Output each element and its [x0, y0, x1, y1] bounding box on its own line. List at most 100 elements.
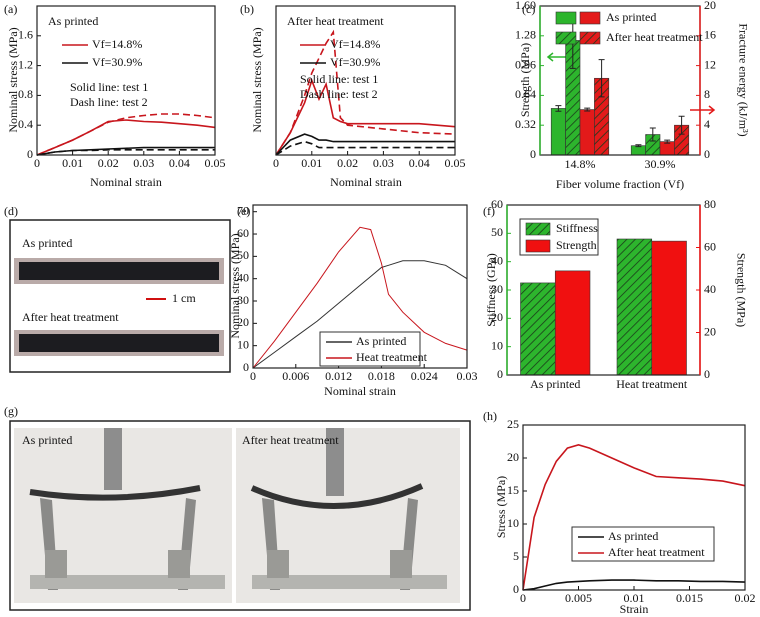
- y2-axis-label: Strength (MPa): [734, 253, 748, 327]
- photo-text: As printed: [22, 236, 72, 250]
- legend-swatch: [525, 222, 551, 236]
- y-tick-label: 0: [243, 360, 249, 374]
- y2-tick-label: 8: [704, 87, 710, 101]
- y-tick-label: 0.32: [515, 117, 536, 131]
- specimen: [19, 262, 219, 280]
- y-tick-label: 25: [507, 417, 519, 431]
- x-tick-label: 0.05: [205, 156, 226, 170]
- y-tick-label: 60: [237, 226, 249, 240]
- panel-label: (c): [522, 2, 535, 16]
- y-tick-label: 5: [513, 549, 519, 563]
- legend-label: As printed: [608, 529, 658, 543]
- y-tick-label: 70: [237, 203, 249, 217]
- photo-text: 1 cm: [172, 291, 196, 305]
- y-axis-label: Stiffness (GPa): [484, 253, 498, 326]
- legend-label: As printed: [356, 334, 406, 348]
- x-axis-label: Nominal strain: [90, 175, 162, 189]
- y2-tick-label: 80: [704, 197, 716, 211]
- legend-label: Vf=30.9%: [92, 55, 142, 69]
- y-tick-label: 0: [27, 147, 33, 161]
- x-tick-label: 0.01: [301, 156, 322, 170]
- plot-frame: [252, 204, 468, 369]
- annotation: Solid line: test 1: [70, 80, 148, 94]
- legend-label: Strength: [556, 238, 597, 252]
- legend-label: Stiffness: [556, 221, 598, 235]
- legend-label: Vf=30.9%: [330, 55, 380, 69]
- y-tick-label: 0.4: [18, 117, 33, 131]
- x-tick-label: 0.04: [169, 156, 190, 170]
- bar: [579, 109, 595, 156]
- x-tick-label: 0.018: [368, 369, 395, 383]
- legend-label: As printed: [606, 10, 656, 24]
- panel-label: (b): [240, 2, 254, 16]
- y-tick-label: 0.96: [515, 57, 536, 71]
- y-tick-label: 60: [491, 197, 503, 211]
- error-bar: [678, 115, 685, 135]
- panel-label: (d): [4, 204, 18, 218]
- bar: [520, 282, 556, 376]
- y2-tick-label: 4: [704, 117, 710, 131]
- panel-label: (a): [4, 2, 17, 16]
- y-tick-label: 1.28: [515, 28, 536, 42]
- y-axis-label: Nominal stress (MPa): [228, 233, 242, 338]
- y2-tick-label: 12: [704, 57, 716, 71]
- y-tick-label: 0: [530, 147, 536, 161]
- panel-title: After heat treatment: [287, 14, 384, 28]
- y2-tick-label: 20: [704, 324, 716, 338]
- series-line: [252, 226, 468, 369]
- panel-label: (h): [483, 409, 497, 423]
- series-line: [36, 146, 215, 156]
- x-tick-label: 0.03: [133, 156, 154, 170]
- y-axis-label: Nominal stress (MPa): [6, 27, 20, 132]
- y-tick-label: 20: [491, 310, 503, 324]
- x-axis-label: Nominal strain: [330, 175, 402, 189]
- y-axis-label: Nominal stress (MPa): [250, 27, 264, 132]
- bar: [659, 141, 675, 156]
- series-dash-line: [36, 149, 215, 156]
- y-tick-label: 20: [507, 450, 519, 464]
- y2-tick-label: 20: [704, 0, 716, 12]
- bar: [554, 270, 591, 376]
- x-tick-label: 0.006: [282, 369, 309, 383]
- plot-frame: [36, 5, 216, 156]
- y-tick-label: 50: [237, 248, 249, 262]
- y-tick-label: 40: [237, 270, 249, 284]
- x-tick-label: 0: [250, 369, 256, 383]
- bar: [550, 108, 566, 156]
- series-line: [522, 443, 746, 591]
- x-tick-label: 0.02: [735, 591, 756, 605]
- legend-label: After heat treatment: [606, 30, 703, 44]
- panel-label: (g): [4, 404, 18, 418]
- panel-g: (g) As printed After heat treatment: [4, 404, 471, 611]
- x-tick-label: 0.03: [373, 156, 394, 170]
- error-bar: [555, 105, 562, 112]
- x-tick-label: 0.015: [676, 591, 703, 605]
- x-tick-label: 0.04: [409, 156, 430, 170]
- series-dash-line: [275, 29, 456, 156]
- y-tick-label: 0: [497, 367, 503, 381]
- y-tick-label: 20: [237, 315, 249, 329]
- x-tick-label: 0.01: [62, 156, 83, 170]
- annotation: Dash line: test 2: [70, 95, 148, 109]
- legend-label: After heat treatment: [608, 545, 705, 559]
- y-tick-label: 10: [237, 337, 249, 351]
- panel-title: As printed: [48, 14, 98, 28]
- photo-text: After heat treatment: [242, 433, 339, 447]
- x-tick-label: 0.024: [411, 369, 438, 383]
- photo-text: As printed: [22, 433, 72, 447]
- x-tick-label: 0.005: [565, 591, 592, 605]
- error-bar: [598, 59, 605, 98]
- x-axis-label: Fiber volume fraction (Vf): [556, 177, 684, 191]
- x-tick-label: 0.03: [457, 369, 478, 383]
- x-tick-label: 0.05: [445, 156, 466, 170]
- y-tick-label: 50: [491, 225, 503, 239]
- error-bar: [664, 139, 671, 144]
- y2-tick-label: 16: [704, 28, 716, 42]
- panel-d: (d) As printed 1 cm After heat treatment: [4, 204, 231, 373]
- annotation: Solid line: test 1: [300, 72, 378, 86]
- legend-swatch: [555, 11, 577, 25]
- y-axis-label: Strength (MPa): [518, 43, 532, 117]
- legend-box: [571, 526, 715, 562]
- y-tick-label: 30: [237, 293, 249, 307]
